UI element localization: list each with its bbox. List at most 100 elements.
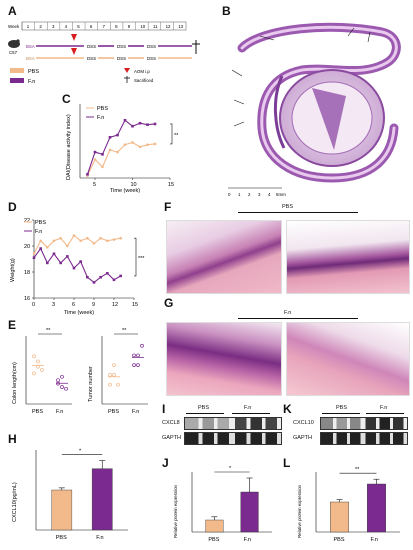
panel-label-c: C <box>62 92 71 106</box>
point-PBS <box>153 142 157 146</box>
blot-k-divider-fn <box>366 413 404 414</box>
week-tick-12: 12 <box>166 24 171 29</box>
category-label-F.n: F.n <box>56 409 63 415</box>
week-tick-11: 11 <box>153 24 158 29</box>
weight-xlabel: Time (week) <box>64 310 94 316</box>
weight-line-chart: Weight(g) Time (week) 0 3 6 9 12 15 16 18 20 22 PB… <box>10 218 145 316</box>
point-PBS <box>86 236 89 240</box>
data-point-F.n <box>60 374 64 379</box>
legend-aom-icon <box>124 68 130 73</box>
point-PBS <box>131 141 134 144</box>
dss-label-pbs-3: DSS <box>147 56 156 61</box>
point-PBS <box>46 246 49 249</box>
x-tick-label: 3 <box>52 302 55 308</box>
category-label-F.n: F.n <box>244 537 251 543</box>
tumor-number-ylabel: Tumor number <box>88 366 94 402</box>
mouse-strain-label: C57 <box>9 50 18 55</box>
week-tick-5: 5 <box>77 24 80 29</box>
blot-i-group-fn: F.n <box>244 405 252 411</box>
data-point-F.n <box>132 363 136 367</box>
blot-k-gapth-bands <box>320 432 408 445</box>
category-label-PBS: PBS <box>32 409 43 415</box>
cxcl10-ylabel: CXCL10(pg/mL) <box>12 482 18 522</box>
panel-label-l: L <box>283 456 291 470</box>
x-tick-label: 15 <box>132 302 138 308</box>
blot-i-divider-fn <box>232 413 270 414</box>
significance-marker: *** <box>138 256 145 262</box>
point-F.n <box>119 274 122 278</box>
point-F.n <box>66 255 69 258</box>
pbs-group-label: PBS <box>282 204 294 210</box>
data-point-PBS <box>112 363 116 367</box>
weight-ylabel: Weight(g) <box>10 258 16 282</box>
point-PBS <box>66 244 69 248</box>
panel-label-j: J <box>162 456 169 470</box>
week-tick-3: 3 <box>52 24 55 29</box>
significance-marker: ** <box>174 133 179 139</box>
point-PBS <box>106 239 109 243</box>
y-tick-label: 20 <box>24 244 30 250</box>
blot-i-row-cxcl8: CXCL8 <box>162 420 180 426</box>
point-PBS <box>123 143 127 146</box>
point-F.n <box>46 261 49 265</box>
legend-sacrifice-label: Sacrificed <box>134 78 154 83</box>
aom-injection-icon-2 <box>71 48 77 55</box>
bar-PBS <box>330 501 349 533</box>
bsa-label-pbs: BSA <box>26 56 35 61</box>
blot-i-group-pbs: PBS <box>198 405 210 411</box>
legend-label-F.n: F.n <box>97 115 104 121</box>
point-F.n <box>59 261 62 265</box>
point-F.n <box>39 247 42 250</box>
x-tick-label: 15 <box>168 182 174 188</box>
data-point-PBS <box>32 354 36 359</box>
cxcl10-relative-expression-bar-chart: Relative protein expression PBS F.n ** <box>297 467 400 543</box>
point-PBS <box>116 150 119 154</box>
point-F.n <box>153 122 157 126</box>
dss-label-fn-1: DSS <box>87 44 96 49</box>
timeline-diagram: 1 2 3 4 5 6 7 8 9 10 11 12 13 Week C57 BSA DSS DSS D… <box>8 21 200 85</box>
point-F.n <box>99 275 102 279</box>
category-label-PBS: PBS <box>208 537 219 543</box>
y-tick-label: 18 <box>24 270 30 276</box>
point-F.n <box>123 118 127 122</box>
category-label-PBS: PBS <box>108 409 119 415</box>
x-tick-label: 9 <box>92 302 95 308</box>
x-tick-label: 10 <box>131 182 137 188</box>
point-F.n <box>72 266 76 270</box>
legend-fn-swatch <box>10 78 24 83</box>
data-point-PBS <box>40 368 44 372</box>
legend-fn-label: F.n <box>28 79 35 85</box>
pbs-histology-image-1 <box>166 220 282 294</box>
data-point-F.n <box>56 378 60 383</box>
series-line-PBS <box>87 141 156 177</box>
cxcl10-elisa-bar-chart: CXCL10(pg/mL) PBS F.n * <box>12 449 128 541</box>
fn-histology-image-2 <box>286 322 410 396</box>
week-tick-6: 6 <box>90 24 93 29</box>
dai-line-chart: DAI(Disease activity index) Time (week) … <box>66 104 179 194</box>
point-F.n <box>86 173 89 176</box>
point-F.n <box>79 260 82 263</box>
significance-bracket <box>134 237 137 277</box>
series-line-PBS <box>33 234 121 255</box>
data-point-F.n <box>136 353 140 358</box>
j-ylabel: Relative protein expression <box>173 484 178 538</box>
significance-marker: ** <box>122 328 127 334</box>
dai-ylabel: DAI(Disease activity index) <box>66 114 72 180</box>
x-tick-label: 0 <box>32 302 35 308</box>
point-F.n <box>86 275 89 279</box>
panel-label-h: H <box>8 432 17 446</box>
week-tick-2: 2 <box>39 24 42 29</box>
scale-tick-1: 1 <box>238 192 241 197</box>
point-F.n <box>131 124 134 128</box>
category-label-PBS: PBS <box>334 537 345 543</box>
point-F.n <box>52 252 56 256</box>
panel-label-f: F <box>164 200 172 214</box>
point-PBS <box>99 236 102 240</box>
blot-k-row-cxcl10: CXCL10 <box>293 420 314 426</box>
point-PBS <box>32 252 36 256</box>
scale-bar: 0 1 2 3 4 5mm <box>228 187 286 197</box>
scale-tick-2: 2 <box>248 192 251 197</box>
aom-injection-icon <box>71 34 77 41</box>
legend-label-F.n: F.n <box>35 229 42 235</box>
significance-marker: * <box>229 466 232 472</box>
